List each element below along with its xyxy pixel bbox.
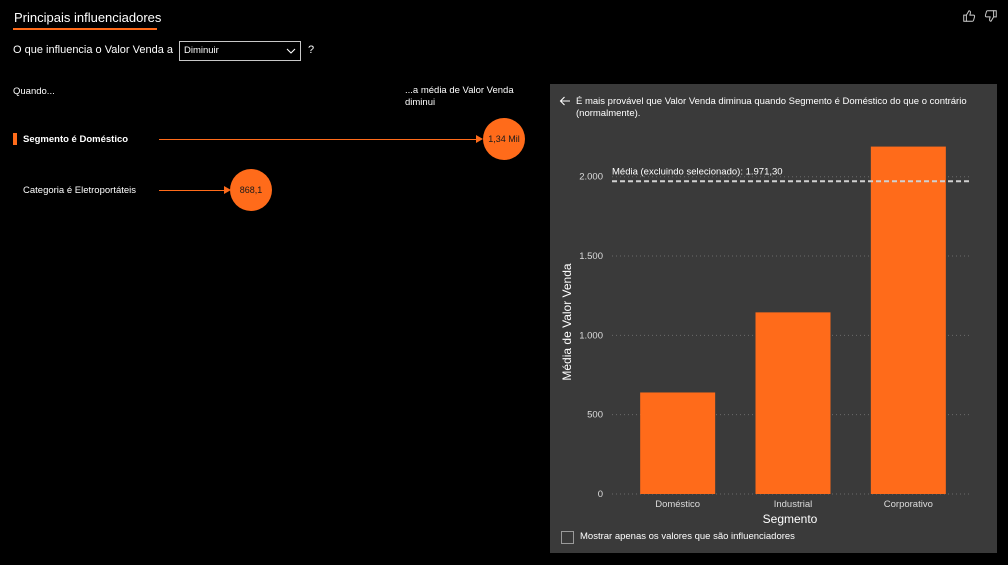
influencer-bubble[interactable]: 1,34 Mil bbox=[483, 118, 525, 160]
thumbs-down-icon[interactable] bbox=[984, 9, 998, 23]
chevron-down-icon bbox=[286, 48, 296, 54]
influencer-bubble[interactable]: 868,1 bbox=[230, 169, 272, 211]
tab-underline bbox=[13, 28, 157, 30]
checkbox-label: Mostrar apenas os valores que são influe… bbox=[580, 531, 795, 542]
panel-description: É mais provável que Valor Venda diminua … bbox=[576, 96, 967, 119]
when-column-header: Quando... bbox=[13, 86, 55, 97]
y-tick-label: 2.000 bbox=[579, 172, 603, 183]
influencer-label[interactable]: Categoria é Eletroportáteis bbox=[23, 185, 137, 196]
thumbs-up-icon[interactable] bbox=[962, 9, 976, 23]
y-tick-label: 0 bbox=[598, 489, 603, 500]
tab-title[interactable]: Principais influenciadores bbox=[14, 10, 162, 25]
y-tick-label: 500 bbox=[587, 410, 603, 421]
average-column-header: ...a média de Valor Venda diminui bbox=[405, 85, 514, 108]
direction-dropdown[interactable]: Diminuir bbox=[179, 41, 301, 61]
bar bbox=[870, 146, 946, 494]
arrow-icon bbox=[224, 186, 231, 194]
reference-line-label: Média (excluindo selecionado): 1.971,30 bbox=[612, 166, 783, 177]
dropdown-value: Diminuir bbox=[184, 45, 219, 56]
x-tick-label: Doméstico bbox=[655, 499, 700, 510]
bar bbox=[755, 312, 831, 494]
y-tick-label: 1.000 bbox=[579, 330, 603, 341]
x-axis-title: Segmento bbox=[763, 512, 818, 526]
bar bbox=[640, 392, 716, 494]
arrow-icon bbox=[476, 135, 483, 143]
influencers-only-checkbox[interactable] bbox=[561, 531, 574, 544]
x-tick-label: Corporativo bbox=[884, 499, 933, 510]
influencer-connector bbox=[159, 139, 476, 140]
feedback-buttons bbox=[962, 9, 998, 23]
y-axis-title: Média de Valor Venda bbox=[560, 263, 574, 381]
question-suffix: ? bbox=[308, 44, 315, 56]
influencer-connector bbox=[159, 190, 224, 191]
back-arrow-icon[interactable] bbox=[559, 95, 571, 107]
selected-indicator bbox=[13, 133, 17, 145]
y-tick-label: 1.500 bbox=[579, 251, 603, 262]
influencer-label[interactable]: Segmento é Doméstico bbox=[23, 134, 129, 145]
question-text: O que influencia o Valor Venda a bbox=[13, 44, 174, 56]
x-tick-label: Industrial bbox=[774, 499, 813, 510]
